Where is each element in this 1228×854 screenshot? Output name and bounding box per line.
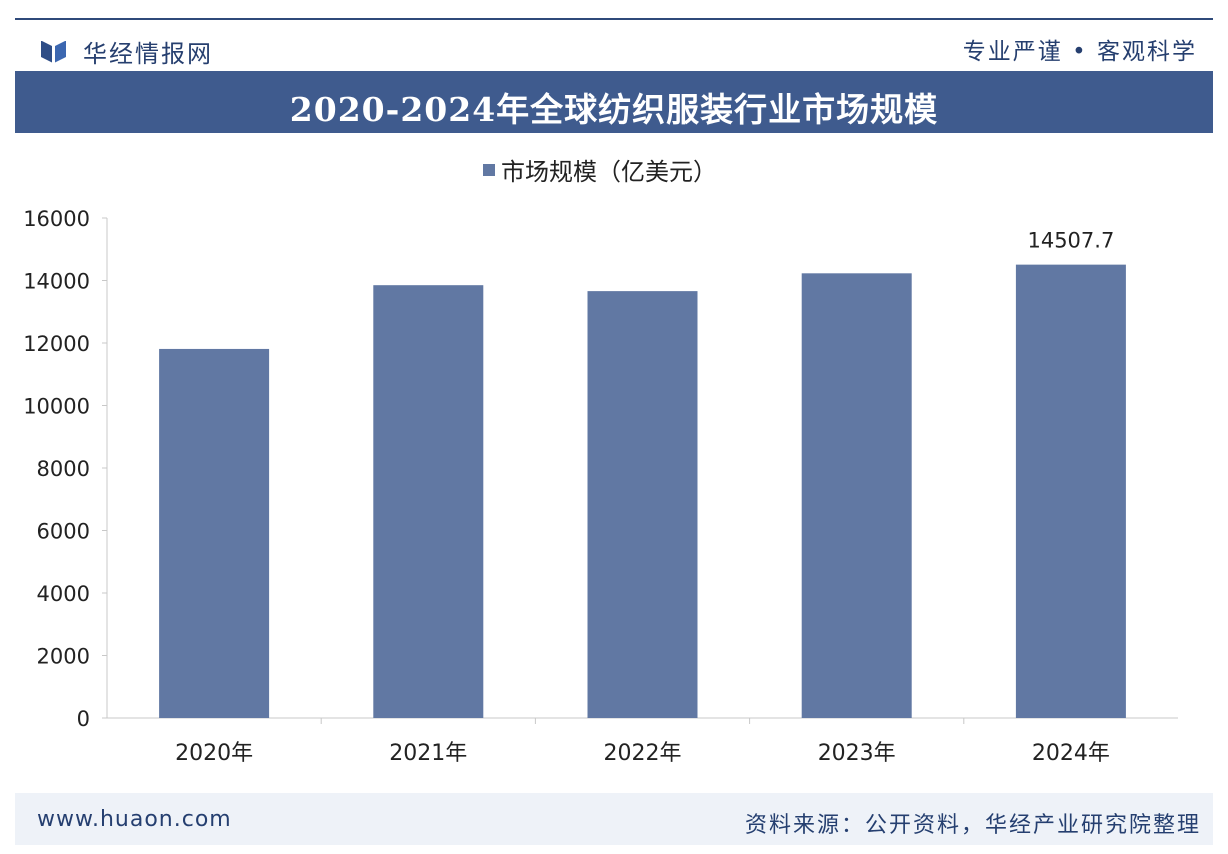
- y-tick-label: 10000: [23, 395, 90, 419]
- y-tick-label: 4000: [37, 582, 90, 606]
- slogan: 专业严谨 • 客观科学: [962, 39, 1197, 65]
- plot-panel: 市场规模（亿美元） 0 2000 4000 6000 8000 10000 12000 1400…: [15, 133, 1213, 793]
- x-tick-label: 2023年: [818, 741, 896, 766]
- bar-2024年[interactable]: [1015, 264, 1126, 718]
- y-tick-label: 14000: [23, 270, 90, 294]
- x-tick-label: 2024年: [1032, 741, 1110, 766]
- footer-bar: www.huaon.com 资料来源：公开资料，华经产业研究院整理: [15, 793, 1213, 845]
- y-tick-label: 8000: [37, 457, 90, 481]
- y-tick-label: 6000: [37, 520, 90, 544]
- logo: 华经情报网: [41, 34, 213, 69]
- title-bar: 2020-2024年全球纺织服装行业市场规模: [15, 71, 1213, 133]
- data-label: 14507.7: [1027, 229, 1114, 253]
- y-tick-label: 2000: [37, 645, 90, 669]
- source-note: 资料来源：公开资料，华经产业研究院整理: [744, 813, 1201, 838]
- y-tick-label: 0: [77, 707, 90, 731]
- x-tick-label: 2022年: [604, 741, 682, 766]
- legend-swatch: [483, 164, 495, 176]
- x-tick-label: 2021年: [389, 741, 467, 766]
- x-tick-label: 2020年: [175, 741, 253, 766]
- brand-name: 华经情报网: [83, 40, 213, 68]
- y-tick-label: 12000: [23, 332, 90, 356]
- bar-2023年[interactable]: [801, 273, 912, 718]
- logo-icon: [41, 40, 67, 63]
- y-tick-label: 16000: [23, 207, 90, 231]
- chart-title: 2020-2024年全球纺织服装行业市场规模: [289, 90, 939, 129]
- bar-chart: 市场规模（亿美元） 0 2000 4000 6000 8000 10000 12000 1400…: [23, 158, 1178, 766]
- bar-2020年[interactable]: [159, 348, 270, 718]
- legend-label: 市场规模（亿美元）: [501, 158, 717, 186]
- header-bar: 华经情报网 专业严谨 • 客观科学: [15, 18, 1213, 72]
- bar-2022年[interactable]: [587, 291, 698, 718]
- website-link[interactable]: www.huaon.com: [37, 807, 232, 832]
- bar-2021年[interactable]: [373, 285, 484, 718]
